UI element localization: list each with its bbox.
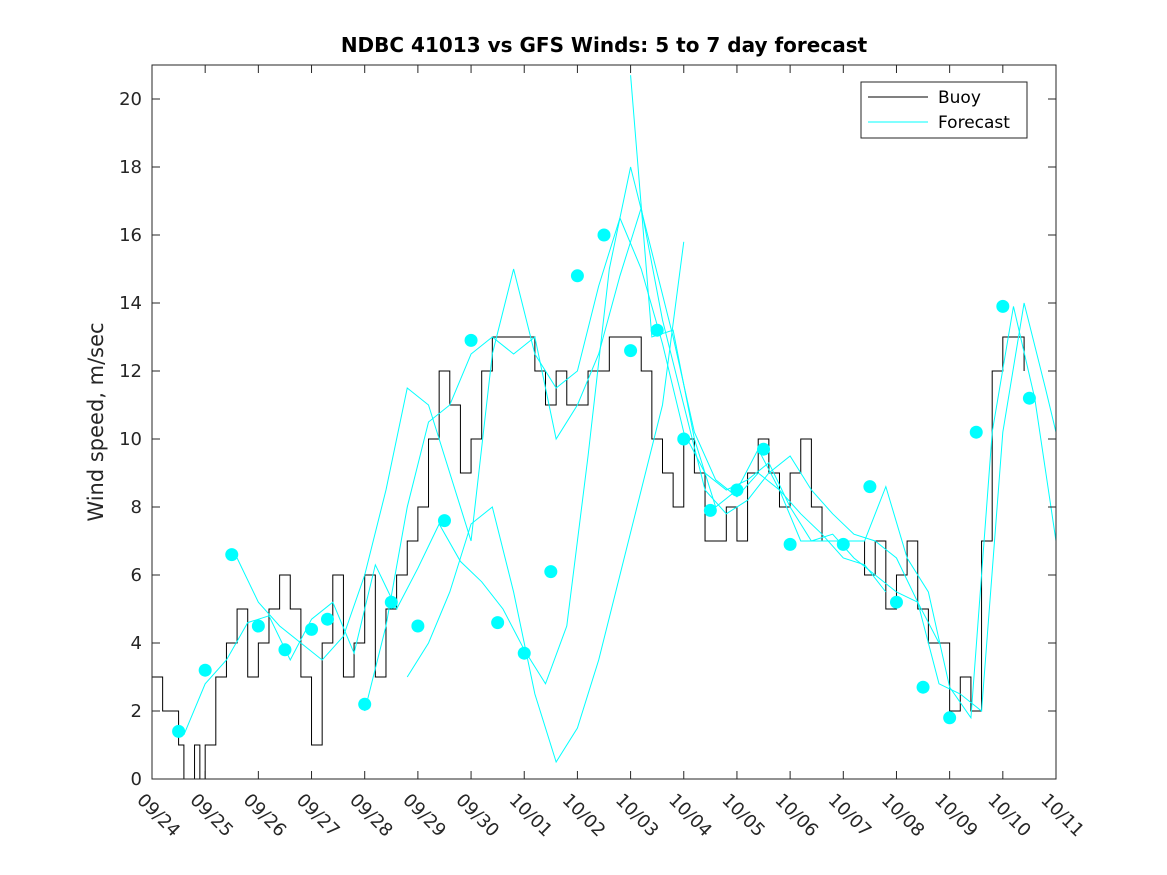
forecast-marker-10 (437, 514, 451, 528)
forecast-marker-23 (783, 537, 797, 551)
x-tick-label: 10/02 (558, 790, 610, 842)
forecast-marker-21 (730, 483, 744, 497)
x-tick-label: 10/04 (664, 790, 716, 842)
forecast-marker-5 (305, 622, 319, 636)
y-tick-label: 18 (119, 157, 142, 178)
x-tick-label: 10/10 (983, 790, 1035, 842)
x-tick-label: 09/29 (398, 790, 450, 842)
x-tick-label: 10/08 (877, 790, 929, 842)
x-tick-label: 09/26 (239, 790, 291, 842)
x-tick-label: 09/25 (186, 790, 238, 842)
x-tick-label: 09/28 (345, 790, 397, 842)
series-forecast-3 (364, 207, 1057, 712)
forecast-marker-3 (251, 619, 265, 633)
y-tick-label: 0 (131, 769, 142, 790)
x-tick-label: 10/07 (824, 790, 876, 842)
x-tick-label: 10/01 (505, 790, 557, 842)
y-tick-label: 6 (131, 565, 142, 586)
x-tick-label: 10/03 (611, 790, 663, 842)
forecast-marker-18 (650, 323, 664, 337)
x-tick-label: 10/11 (1036, 790, 1088, 842)
forecast-marker-20 (703, 503, 717, 517)
legend: Buoy Forecast (860, 81, 1028, 139)
forecast-marker-13 (517, 646, 531, 660)
x-tick-label: 09/24 (132, 790, 184, 842)
x-tick-label: 10/06 (771, 790, 823, 842)
forecast-marker-19 (677, 432, 691, 446)
chart-title: NDBC 41013 vs GFS Winds: 5 to 7 day fore… (341, 33, 868, 57)
forecast-marker-16 (597, 228, 611, 242)
y-tick-label: 14 (119, 293, 142, 314)
series-forecast-2 (236, 216, 940, 661)
forecast-marker-7 (358, 697, 372, 711)
forecast-marker-11 (464, 333, 478, 347)
forecast-marker-15 (570, 269, 584, 283)
forecast-marker-14 (544, 565, 558, 579)
forecast-marker-31 (1022, 391, 1036, 405)
forecast-marker-22 (757, 442, 771, 456)
forecast-marker-9 (411, 619, 425, 633)
y-axis-label: Wind speed, m/sec (84, 322, 108, 521)
y-tick-label: 12 (119, 361, 142, 382)
forecast-marker-6 (320, 612, 334, 626)
y-axis-ticks: 0 2 4 6 8 10 12 14 16 18 20 (119, 89, 1056, 790)
forecast-marker-26 (889, 595, 903, 609)
x-tick-label: 10/09 (930, 790, 982, 842)
forecast-marker-17 (624, 344, 638, 358)
plot-frame (151, 64, 1057, 780)
legend-label-buoy: Buoy (938, 88, 981, 108)
y-tick-label: 4 (131, 633, 142, 654)
plot-background (152, 65, 1056, 779)
forecast-marker-29 (969, 425, 983, 439)
forecast-marker-12 (491, 616, 505, 630)
series-forecast-1 (183, 166, 887, 735)
y-tick-label: 8 (131, 497, 142, 518)
y-tick-label: 10 (119, 429, 142, 450)
forecast-marker-0 (172, 724, 186, 738)
forecast-marker-25 (863, 480, 877, 494)
forecast-marker-8 (384, 595, 398, 609)
forecast-marker-28 (943, 711, 957, 725)
legend-label-forecast: Forecast (938, 113, 1010, 133)
y-tick-label: 20 (119, 89, 142, 110)
y-tick-label: 16 (119, 225, 142, 246)
series-buoy (152, 336, 1025, 780)
forecast-marker-4 (278, 643, 292, 657)
forecast-marker-2 (225, 548, 239, 562)
x-tick-label: 09/27 (292, 790, 344, 842)
series-forecast-5 (406, 241, 685, 764)
x-tick-label: 10/05 (717, 790, 769, 842)
forecast-marker-27 (916, 680, 930, 694)
y-tick-label: 2 (131, 701, 142, 722)
legend-box (860, 81, 1028, 139)
forecast-marker-1 (198, 663, 212, 677)
marker-layer (172, 228, 1036, 738)
forecast-marker-30 (996, 299, 1010, 313)
forecast-marker-24 (836, 537, 850, 551)
x-tick-label: 09/30 (452, 790, 504, 842)
